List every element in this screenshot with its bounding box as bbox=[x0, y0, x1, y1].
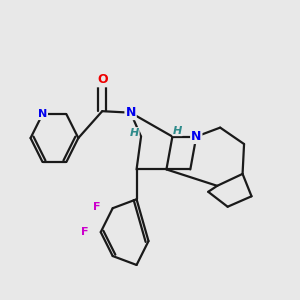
Text: N: N bbox=[191, 130, 202, 143]
Text: N: N bbox=[38, 109, 47, 119]
Text: F: F bbox=[93, 202, 101, 212]
Text: F: F bbox=[82, 227, 89, 237]
Text: H: H bbox=[173, 126, 182, 136]
Text: N: N bbox=[125, 106, 136, 119]
Text: H: H bbox=[130, 128, 139, 138]
Text: O: O bbox=[97, 73, 107, 86]
